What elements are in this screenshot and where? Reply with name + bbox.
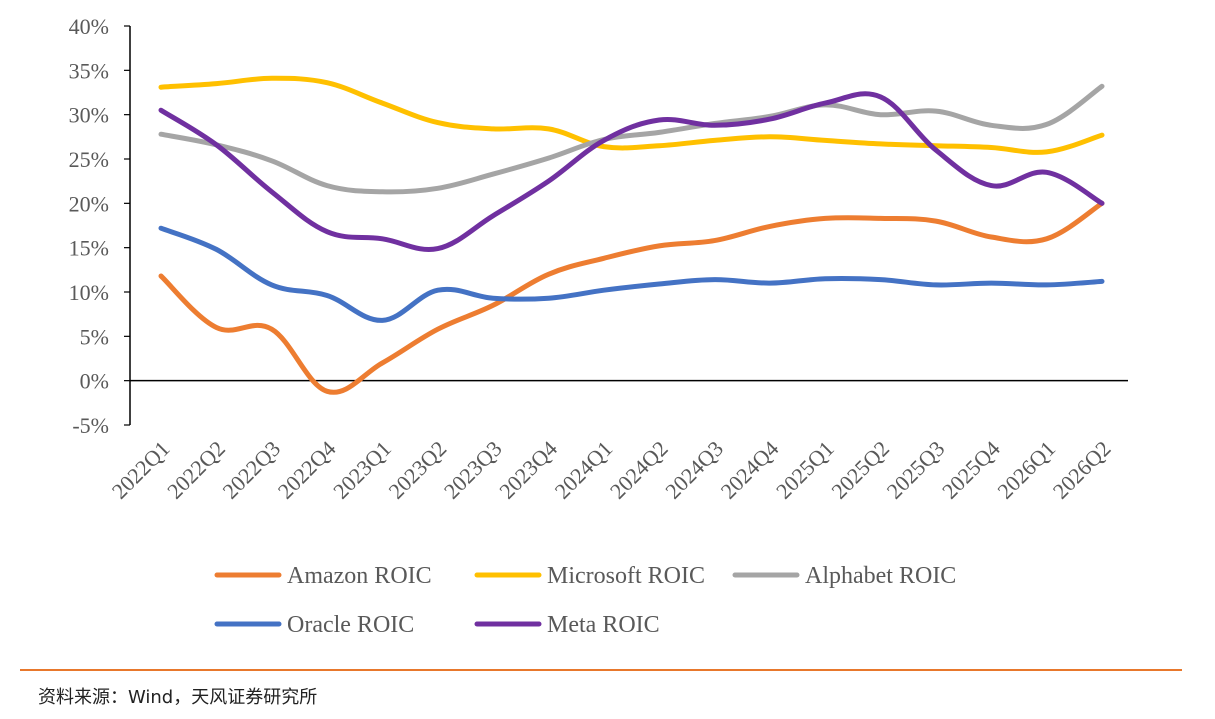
y-tick-label: 25% [69,147,109,172]
y-tick-label: 20% [69,191,109,216]
series-line-microsoft-roic [158,75,1105,155]
y-tick-label: 30% [69,103,109,128]
y-tick-label: 35% [69,58,109,83]
y-tick-label: 15% [69,236,109,261]
legend-label-alphabet-roic: Alphabet ROIC [805,563,956,589]
x-tick-label: 2025Q2 [826,436,894,504]
x-tick-label: 2023Q2 [383,436,451,504]
x-tick-label: 2022Q1 [107,436,175,504]
x-tick-label: 2026Q2 [1048,436,1116,504]
y-tick-label: 5% [80,324,109,349]
x-tick-label: 2023Q3 [439,436,507,504]
series-line-alphabet-roic [158,83,1105,195]
series-lines [158,75,1105,395]
x-tick-label: 2025Q3 [882,436,950,504]
source-note: 资料来源：Wind，天风证券研究所 [38,687,318,708]
legend-label-meta-roic: Meta ROIC [547,612,660,638]
x-tick-label: 2024Q1 [550,436,618,504]
x-tick-label: 2024Q2 [605,436,673,504]
y-axis: 40% 35% 30% 25% 20% 15% 10% 5% 0% -5% [69,14,131,438]
source-divider [20,669,1182,671]
legend-label-oracle-roic: Oracle ROIC [287,612,414,638]
x-tick-label: 2023Q1 [328,436,396,504]
series-line-meta-roic [158,91,1105,252]
y-tick-label: 40% [69,14,109,39]
roic-line-chart: 40%35%30%25%20%15%10%5%0%-5% 2022Q12022Q… [69,14,1128,638]
series-line-amazon-roic [158,200,1105,395]
x-tick-label: 2022Q4 [273,436,341,504]
y-tick-label: 10% [69,280,109,305]
x-tick-label: 2025Q1 [771,436,839,504]
x-tick-label: 2022Q3 [217,436,285,504]
x-tick-label: 2025Q4 [937,436,1005,504]
x-tick-label: 2024Q4 [716,436,784,504]
x-axis: 2022Q12022Q22022Q32022Q42023Q12023Q22023… [107,379,1128,504]
y-tick-label: 0% [80,369,109,394]
legend: Amazon ROIC Microsoft ROIC Alphabet ROIC Or… [214,563,956,638]
y-tick-label: -5% [72,413,109,438]
x-tick-label: 2022Q2 [162,436,230,504]
x-tick-label: 2026Q1 [992,436,1060,504]
legend-label-amazon-roic: Amazon ROIC [287,563,432,589]
x-tick-label: 2023Q4 [494,436,562,504]
series-line-oracle-roic [158,225,1105,323]
legend-label-microsoft-roic: Microsoft ROIC [547,563,705,589]
x-tick-label: 2024Q3 [660,436,728,504]
